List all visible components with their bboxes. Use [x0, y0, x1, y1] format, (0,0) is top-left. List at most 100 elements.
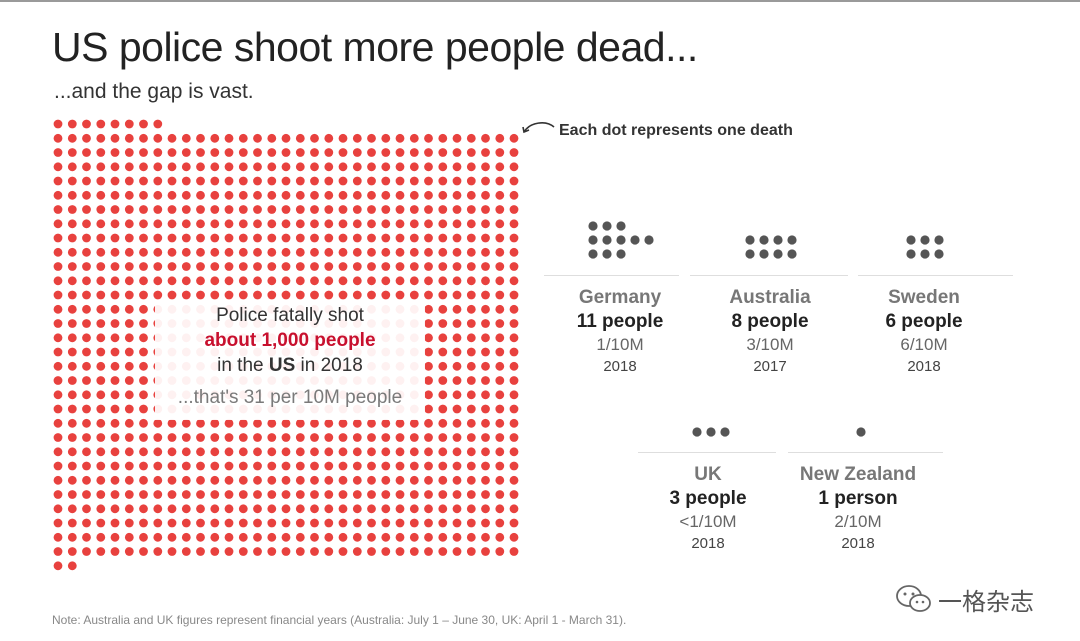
country-death-dot	[720, 427, 730, 437]
us-death-dot	[153, 518, 163, 528]
us-death-dot	[96, 347, 106, 357]
us-death-dot	[82, 447, 91, 457]
us-death-dot	[281, 461, 291, 471]
us-death-dot	[367, 461, 376, 471]
us-death-dot	[338, 504, 348, 514]
country-count: 6 people	[885, 311, 963, 332]
us-death-dot	[267, 148, 277, 157]
us-death-dot	[253, 219, 262, 229]
us-death-dot	[466, 475, 476, 485]
uk-rule	[638, 452, 776, 453]
us-death-dot	[509, 276, 519, 286]
country-name: Germany	[578, 287, 662, 308]
us-death-dot	[452, 290, 462, 300]
country-new-zealand: New Zealand 1 person 2/10M 2018	[783, 463, 933, 555]
us-death-dot	[395, 176, 405, 186]
us-death-dot	[481, 247, 490, 257]
us-death-dot	[395, 219, 405, 229]
us-death-dot	[267, 461, 277, 471]
us-death-dot	[367, 190, 376, 200]
us-death-dot	[509, 518, 519, 528]
us-death-dot	[438, 504, 448, 514]
us-death-dot	[67, 361, 77, 371]
us-death-dot	[124, 418, 134, 428]
us-death-dot	[139, 176, 148, 186]
us-death-dot	[96, 304, 106, 314]
us-death-dot	[253, 233, 262, 243]
new-zealand-dots	[856, 427, 866, 437]
us-death-dot	[167, 475, 177, 485]
us-death-dot	[238, 504, 248, 514]
us-death-dot	[139, 190, 148, 200]
us-death-dot	[295, 490, 305, 499]
us-death-dot	[495, 418, 505, 428]
us-callout-line3-post: in 2018	[295, 355, 363, 376]
footnote: Note: Australia and UK figures represent…	[52, 613, 627, 627]
us-death-dot	[452, 148, 462, 157]
us-death-dot	[438, 433, 448, 442]
us-death-dot	[324, 233, 334, 243]
country-death-dot	[616, 249, 626, 259]
us-death-dot	[352, 233, 362, 243]
us-death-dot	[253, 262, 262, 271]
us-death-dot	[367, 475, 376, 485]
us-death-dot	[381, 148, 391, 157]
us-death-dot	[139, 404, 148, 414]
us-death-dot	[82, 219, 91, 229]
australia-rule	[690, 275, 848, 276]
us-death-dot	[409, 418, 419, 428]
us-death-dot	[466, 205, 476, 214]
us-death-dot	[310, 504, 319, 514]
us-death-dot	[110, 176, 120, 186]
us-death-dot	[281, 247, 291, 257]
us-death-dot	[96, 290, 106, 300]
us-death-dot	[67, 247, 77, 257]
us-death-dot	[210, 233, 220, 243]
us-death-dot	[438, 319, 448, 328]
us-death-dot	[67, 219, 77, 229]
us-death-dot	[238, 162, 248, 172]
us-death-dot	[424, 461, 433, 471]
us-death-dot	[495, 133, 505, 143]
us-death-dot	[67, 262, 77, 271]
us-death-dot	[167, 219, 177, 229]
us-death-dot	[139, 376, 148, 385]
us-death-dot	[253, 518, 262, 528]
us-death-dot	[167, 461, 177, 471]
us-death-dot	[196, 247, 205, 257]
us-death-dot	[338, 461, 348, 471]
us-death-dot	[424, 347, 433, 357]
us-death-dot	[153, 433, 163, 442]
us-death-dot	[153, 262, 163, 271]
us-death-dot	[367, 276, 376, 286]
country-death-dot	[920, 249, 930, 259]
us-death-dot	[267, 162, 277, 172]
us-death-dot	[82, 461, 91, 471]
us-death-dot	[96, 490, 106, 499]
us-death-dot	[424, 504, 433, 514]
us-death-dot	[452, 376, 462, 385]
us-death-dot	[466, 133, 476, 143]
us-death-dot	[452, 190, 462, 200]
sweden-dots	[906, 235, 944, 259]
us-death-dot	[310, 133, 319, 143]
us-death-dot	[181, 190, 191, 200]
us-death-dot	[210, 418, 220, 428]
us-death-dot	[466, 418, 476, 428]
us-death-dot	[324, 148, 334, 157]
us-death-dot	[110, 504, 120, 514]
us-death-dot	[110, 119, 120, 129]
us-death-dot	[253, 205, 262, 214]
us-death-dot	[124, 205, 134, 214]
us-death-dot	[53, 532, 63, 542]
us-death-dot	[452, 490, 462, 499]
us-death-dot	[253, 547, 262, 556]
us-death-dot	[509, 133, 519, 143]
us-death-dot	[495, 518, 505, 528]
us-death-dot	[466, 447, 476, 457]
us-death-dot	[295, 447, 305, 457]
us-death-dot	[424, 447, 433, 457]
us-death-dot	[124, 176, 134, 186]
us-death-dot	[253, 148, 262, 157]
country-death-dot	[906, 235, 916, 245]
